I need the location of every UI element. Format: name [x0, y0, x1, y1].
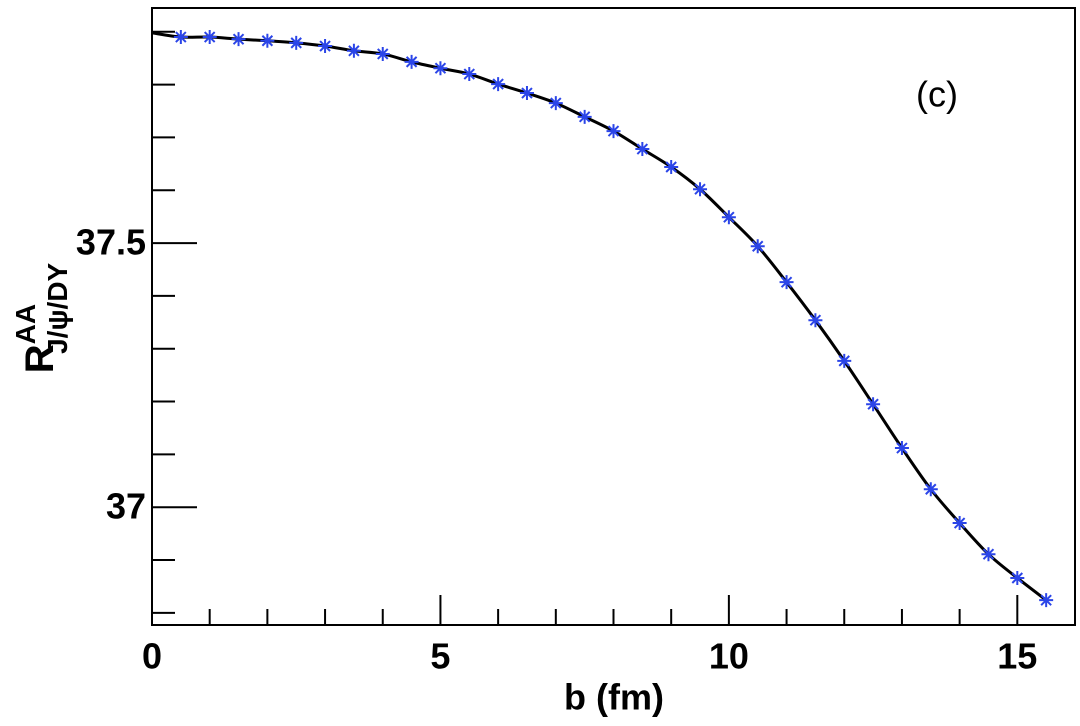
y-tick-label: 37.5	[76, 222, 146, 263]
marker	[721, 210, 736, 225]
y-label-sup: AA	[10, 304, 41, 344]
marker	[289, 35, 304, 50]
y-axis-label: RAAJ/ψ/DY	[10, 262, 73, 373]
marker	[693, 182, 708, 197]
marker	[923, 482, 938, 497]
x-tick-label: 0	[142, 636, 162, 677]
y-label-main: R	[18, 344, 62, 373]
marker	[519, 86, 534, 101]
marker	[779, 275, 794, 290]
marker	[664, 160, 679, 175]
marker	[462, 67, 477, 82]
marker	[491, 77, 506, 92]
marker	[375, 46, 390, 61]
x-tick-label: 10	[709, 636, 749, 677]
marker	[635, 142, 650, 157]
marker	[318, 39, 333, 54]
marker	[404, 54, 419, 69]
marker	[548, 96, 563, 111]
marker	[173, 30, 188, 45]
x-axis-label: b (fm)	[564, 677, 664, 718]
panel-annotation: (c)	[916, 74, 958, 115]
y-label-sub: J/ψ/DY	[42, 262, 73, 353]
marker	[894, 441, 909, 456]
marker	[952, 516, 967, 531]
marker	[433, 61, 448, 76]
marker	[866, 397, 881, 412]
x-tick-label: 5	[430, 636, 450, 677]
curve	[151, 31, 1048, 602]
y-tick-label: 37	[106, 486, 146, 527]
x-tick-label: 15	[997, 636, 1037, 677]
marker	[837, 353, 852, 368]
marker	[346, 43, 361, 58]
marker	[750, 239, 765, 254]
marker	[1039, 593, 1054, 608]
marker	[808, 313, 823, 328]
marker	[577, 109, 592, 124]
marker	[981, 547, 996, 562]
marker	[260, 33, 275, 48]
marker	[1010, 570, 1025, 585]
marker	[231, 32, 246, 47]
marker	[606, 124, 621, 139]
marker	[202, 30, 217, 45]
